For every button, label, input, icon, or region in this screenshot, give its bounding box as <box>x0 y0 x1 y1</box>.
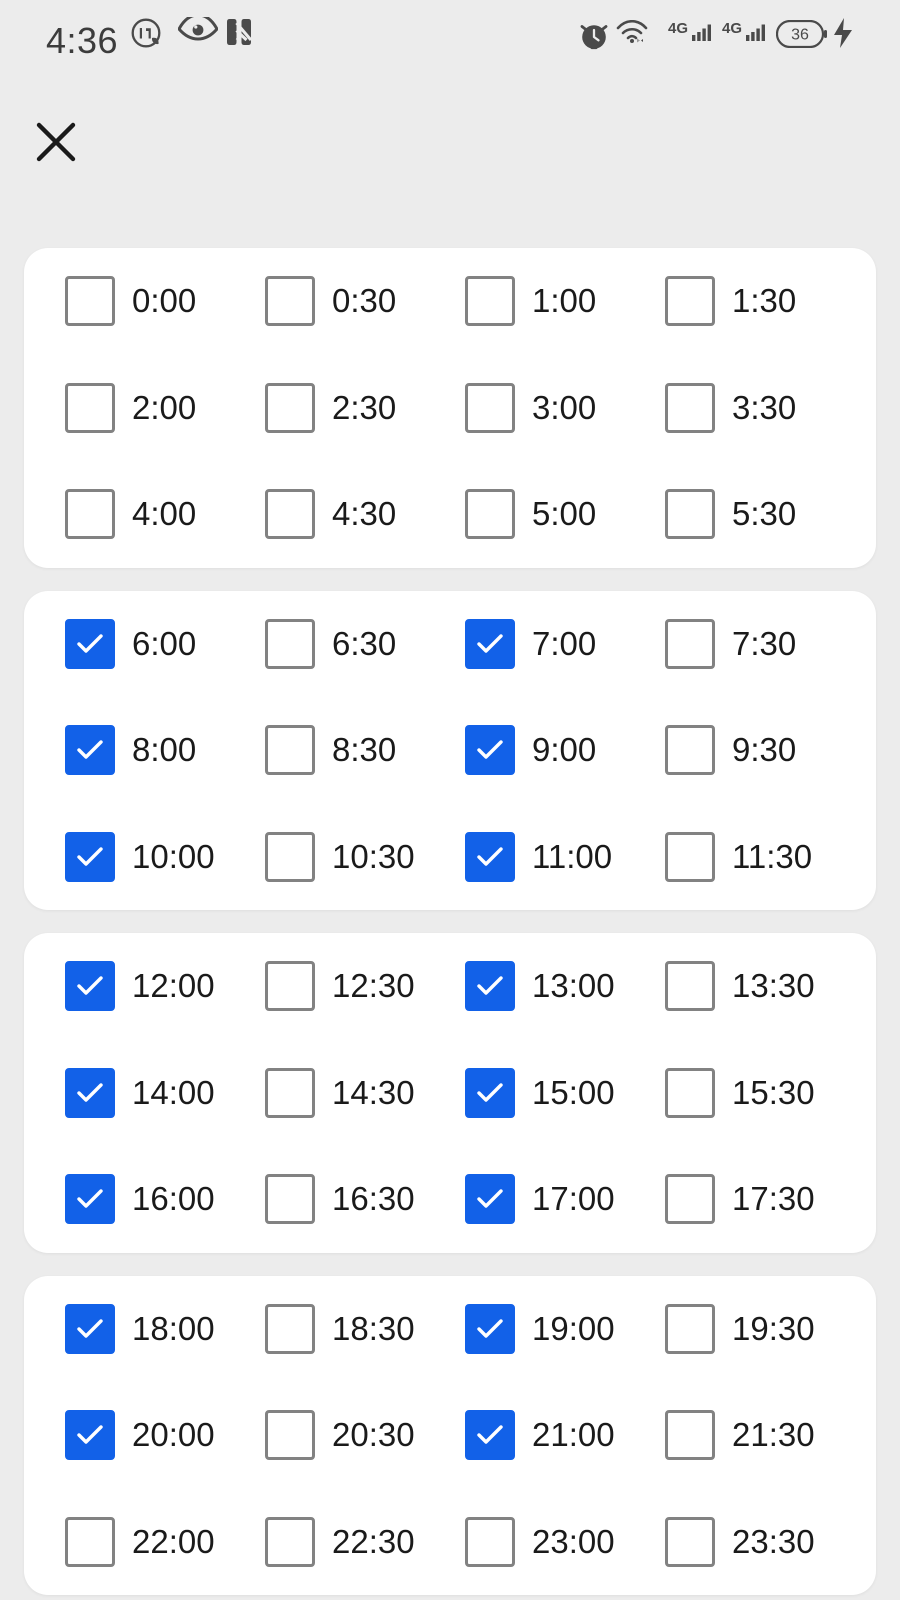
svg-text:36: 36 <box>791 27 809 44</box>
